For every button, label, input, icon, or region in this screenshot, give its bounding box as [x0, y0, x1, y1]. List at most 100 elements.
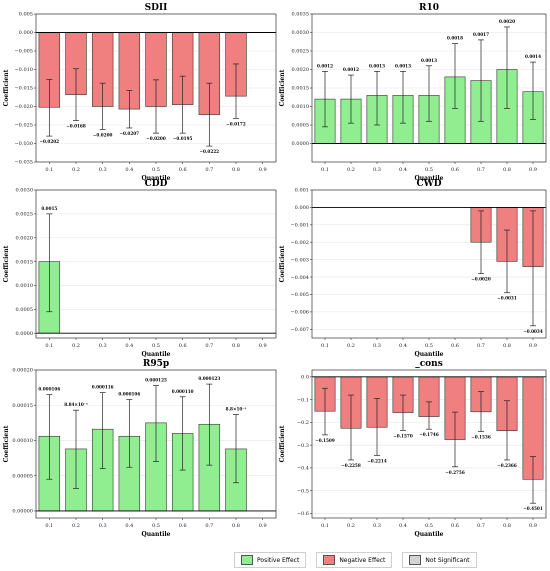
y-tick-label: 0.0035	[292, 12, 310, 18]
data-label: 0.000123	[198, 376, 220, 381]
y-tick-label: 0.0010	[292, 104, 310, 110]
legend-item-positive: Positive Effect	[234, 552, 307, 568]
y-tick-label: −0.035	[14, 160, 33, 166]
x-tick-label: 0.9	[529, 167, 537, 173]
y-tick-label: −0.5	[297, 488, 309, 494]
panel-title: _cons	[415, 359, 443, 369]
x-axis-label: Quantile	[415, 351, 444, 358]
x-tick-label: 0.8	[503, 523, 511, 529]
x-tick-label: 0.1	[45, 523, 53, 529]
x-tick-label: 0.4	[399, 167, 407, 173]
data-label: −0.0200	[93, 132, 113, 137]
x-tick-label: 0.3	[99, 523, 107, 529]
chart-panel-r95p: 0.00000 0.00005 0.00010 0.00015 0.00020 0.000…	[3, 359, 277, 538]
x-tick-label: 0.2	[347, 523, 355, 529]
data-label: 0.0017	[473, 32, 489, 37]
y-tick-label: 0.00000	[12, 509, 33, 515]
legend-item-not-significant: Not Significant	[402, 552, 477, 568]
x-axis-label: Quantile	[415, 531, 444, 538]
x-tick-label: 0.4	[125, 343, 133, 349]
data-label: 0.000106	[38, 387, 60, 392]
data-label: −0.1570	[393, 433, 413, 438]
y-tick-label: 0.00020	[12, 368, 33, 374]
x-tick-label: 0.4	[125, 523, 133, 529]
y-tick-label: −0.006	[290, 310, 309, 316]
x-tick-label: 0.8	[232, 343, 240, 349]
y-tick-label: 0.0020	[292, 67, 310, 73]
data-label: −0.0200	[146, 136, 166, 141]
y-tick-label: 0.0005	[292, 123, 310, 129]
data-label: −0.0168	[66, 124, 86, 129]
x-tick-label: 0.6	[179, 167, 187, 173]
y-tick-label: −0.001	[290, 223, 309, 229]
y-tick-label: 0.0005	[16, 307, 34, 313]
y-tick-label: 0.0030	[16, 188, 34, 194]
data-label: 0.0013	[369, 63, 385, 68]
data-label: 0.0020	[499, 19, 515, 24]
data-label: −0.0031	[497, 296, 517, 301]
legend-swatch-not-significant	[409, 555, 422, 565]
x-tick-label: 0.9	[259, 523, 267, 529]
data-label: 0.000125	[145, 378, 167, 383]
y-tick-label: 0.00015	[12, 403, 33, 409]
y-tick-label: 0.0025	[16, 212, 34, 218]
chart-panel-cons: −0.6 −0.5 −0.4 −0.3 −0.2 −0.1 0.0 −0.1509 −0.225…	[279, 359, 547, 538]
x-tick-label: 0.7	[477, 343, 485, 349]
data-label: −0.0222	[200, 149, 220, 154]
legend-label-positive: Positive Effect	[257, 556, 300, 564]
data-label: −0.1509	[315, 438, 335, 443]
chart-panel-r10: 0.0000 0.0005 0.0010 0.0015 0.0020 0.0025 0.00…	[279, 3, 547, 182]
x-tick-label: 0.8	[232, 167, 240, 173]
y-axis-label: Coefficient	[3, 69, 10, 106]
data-label: −0.0172	[226, 121, 246, 126]
x-tick-label: 0.3	[99, 167, 107, 173]
y-tick-label: −0.002	[290, 240, 309, 246]
data-label: 0.0013	[421, 58, 437, 63]
legend-item-negative: Negative Effect	[316, 552, 393, 568]
x-tick-label: 0.1	[321, 167, 329, 173]
x-tick-label: 0.2	[347, 167, 355, 173]
y-tick-label: −0.3	[297, 443, 309, 449]
data-label: 8.8×10⁻⁵	[226, 406, 247, 411]
y-tick-label: −0.007	[290, 327, 309, 333]
data-label: 8.84×10⁻⁵	[64, 402, 88, 407]
y-tick-label: 0.0025	[292, 49, 310, 55]
x-tick-label: 0.2	[72, 343, 80, 349]
y-tick-label: 0.005	[19, 12, 33, 18]
x-axis-label: Quantile	[142, 175, 171, 182]
y-axis-label: Coefficient	[3, 425, 10, 462]
y-tick-label: −0.020	[14, 104, 33, 110]
x-axis-label: Quantile	[142, 351, 171, 358]
y-tick-label: −0.1	[297, 397, 309, 403]
y-tick-label: −0.025	[14, 123, 33, 129]
x-tick-label: 0.4	[399, 523, 407, 529]
data-label: 0.000116	[92, 385, 114, 390]
data-label: −0.1746	[419, 432, 439, 437]
x-tick-label: 0.7	[205, 167, 213, 173]
y-tick-label: 0.0015	[16, 259, 34, 265]
data-label: −0.0202	[40, 139, 60, 144]
x-tick-label: 0.3	[373, 523, 381, 529]
y-tick-label: −0.004	[290, 275, 309, 281]
x-tick-label: 0.5	[425, 523, 433, 529]
data-label: −0.2366	[497, 463, 517, 468]
data-label: −0.0195	[173, 136, 193, 141]
x-axis-label: Quantile	[415, 175, 444, 182]
y-tick-label: −0.4	[297, 466, 309, 472]
y-tick-label: 0.0	[301, 375, 309, 381]
x-tick-label: 0.9	[259, 167, 267, 173]
x-tick-label: 0.9	[529, 343, 537, 349]
data-label: −0.1536	[471, 434, 491, 439]
y-tick-label: −0.005	[14, 49, 33, 55]
panel-title: R95p	[143, 359, 169, 369]
legend-label-negative: Negative Effect	[339, 556, 386, 564]
y-axis-label: Coefficient	[279, 425, 286, 462]
y-tick-label: 0.0010	[16, 283, 34, 289]
x-tick-label: 0.7	[477, 167, 485, 173]
x-tick-label: 0.7	[205, 343, 213, 349]
panel-title: R10	[419, 3, 439, 13]
x-axis-label: Quantile	[142, 531, 171, 538]
data-label: −0.4501	[523, 506, 543, 511]
y-tick-label: −0.015	[14, 86, 33, 92]
